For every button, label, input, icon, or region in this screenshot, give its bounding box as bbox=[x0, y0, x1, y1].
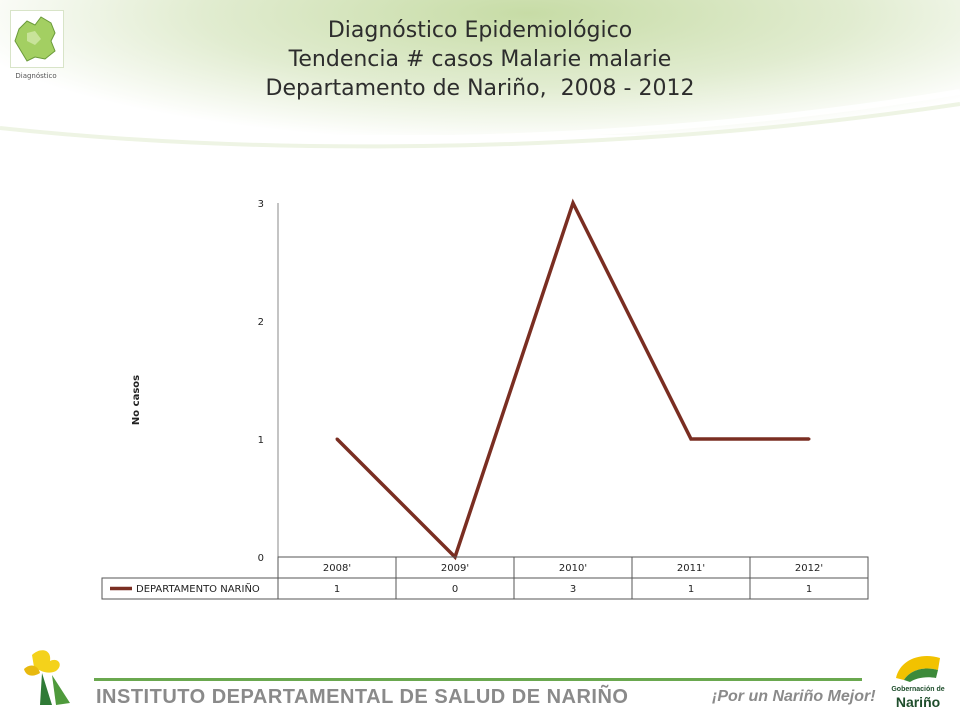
gobernacion-line-1: Gobernación de bbox=[891, 686, 945, 693]
gobernacion-logo-text: Gobernación de Nariño bbox=[886, 685, 950, 710]
x-category-label: 2011' bbox=[677, 563, 705, 574]
y-tick-label: 1 bbox=[258, 435, 264, 446]
title-line-1: Diagnóstico Epidemiológico bbox=[327, 18, 633, 43]
footer-slogan: ¡Por un Nariño Mejor! bbox=[712, 688, 876, 705]
data-point bbox=[689, 437, 693, 441]
table-value: 0 bbox=[452, 584, 458, 595]
footer-divider bbox=[94, 678, 862, 681]
gobernacion-logo bbox=[896, 656, 940, 682]
map-icon bbox=[14, 16, 56, 62]
table-value: 1 bbox=[688, 584, 694, 595]
series-lines bbox=[335, 198, 811, 561]
x-category-label: 2008' bbox=[323, 563, 351, 574]
title-line-3: Departamento de Nariño, 2008 - 2012 bbox=[265, 76, 695, 101]
data-point bbox=[807, 437, 811, 441]
table-value: 3 bbox=[570, 584, 576, 595]
institute-logo bbox=[24, 650, 70, 705]
y-axis-label: No casos bbox=[131, 375, 142, 425]
header-swoosh bbox=[0, 89, 960, 149]
footer-organization: INSTITUTO DEPARTAMENTAL DE SALUD DE NARI… bbox=[96, 686, 629, 708]
gobernacion-line-2: Nariño bbox=[895, 694, 941, 710]
x-category-label: 2012' bbox=[795, 563, 823, 574]
y-tick-label: 2 bbox=[258, 317, 264, 328]
x-category-label: 2010' bbox=[559, 563, 587, 574]
table-value: 1 bbox=[334, 584, 340, 595]
line-chart: 0 1 2 3 No casos 2008' 2009' 2010' 2011' 2012' D… bbox=[101, 198, 869, 600]
data-table: 2008' 2009' 2010' 2011' 2012' DEPARTAMENTO NA… bbox=[101, 556, 869, 600]
data-point bbox=[571, 201, 575, 205]
slide-title: Diagnóstico Epidemiológico Tendencia # c… bbox=[230, 16, 730, 103]
data-point bbox=[335, 437, 339, 441]
department-map-logo bbox=[10, 10, 64, 68]
y-tick-label: 3 bbox=[258, 199, 264, 210]
x-category-label: 2009' bbox=[441, 563, 469, 574]
logo-caption: Diagnóstico bbox=[15, 72, 57, 80]
table-value: 1 bbox=[806, 584, 812, 595]
y-tick-label: 0 bbox=[258, 553, 264, 564]
legend-series-name: DEPARTAMENTO NARIÑO bbox=[136, 582, 260, 595]
title-line-2: Tendencia # casos Malarie malarie bbox=[288, 47, 672, 72]
series-line bbox=[335, 198, 809, 561]
y-axis: 0 1 2 3 bbox=[258, 199, 279, 564]
